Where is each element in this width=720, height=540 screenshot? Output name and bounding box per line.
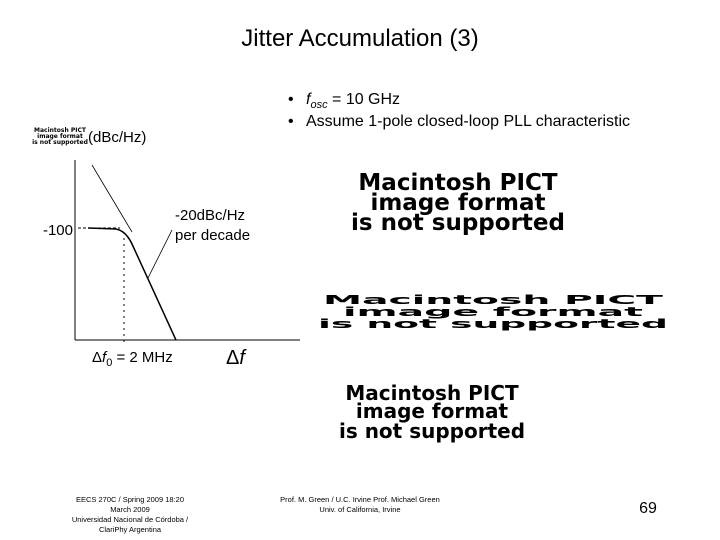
placeholder-text: is not supported [318, 317, 668, 332]
placeholder-text: Macintosh PICT [345, 381, 519, 405]
delta: Δ [226, 347, 239, 369]
delta: Δ [92, 349, 102, 366]
footer-text: March 2009 [110, 505, 150, 514]
placeholder-text: Macintosh PICT [358, 170, 557, 196]
slope-label: -20dBc/Hz [175, 207, 245, 224]
image-placeholder: Macintosh PICT image format is not suppo… [339, 381, 525, 443]
y-unit: (dBc/Hz) [88, 129, 146, 146]
footer-left: EECS 270C / Spring 2009 18:20 March 2009… [72, 495, 189, 534]
placeholder-text: image format [356, 399, 509, 423]
slide-title: Jitter Accumulation (3) [241, 25, 478, 52]
level-label: -100 [43, 222, 73, 239]
placeholder-text: Macintosh PICT [34, 127, 87, 134]
footer-text: Universidad Nacional de Córdoba / [72, 515, 189, 524]
subscript: osc [310, 99, 328, 111]
placeholder-text: image format [343, 305, 644, 320]
bullet: • [288, 91, 294, 108]
footer-center: Prof. M. Green / U.C. Irvine Prof. Micha… [280, 495, 440, 514]
asymptote [91, 164, 133, 233]
page-number: 69 [639, 500, 657, 517]
placeholder-text: image format [370, 190, 545, 216]
bullet: • [288, 113, 294, 130]
text: = 2 MHz [112, 349, 172, 366]
curve [87, 227, 177, 341]
bullet-text: fosc = 10 GHz [306, 91, 400, 111]
slope-label: per decade [175, 227, 250, 244]
placeholder-text: image format [37, 133, 83, 140]
placeholder-text: is not supported [339, 419, 525, 443]
footer-text: Prof. M. Green / U.C. Irvine Prof. Micha… [280, 495, 440, 504]
corner-label: Δf0 = 2 MHz [92, 349, 173, 369]
placeholder-text: Macintosh PICT [323, 293, 664, 308]
footer-text: ClariPhy Argentina [99, 525, 162, 534]
placeholder-text: is not supported [351, 210, 565, 236]
pointer [147, 229, 173, 279]
footer-text: Univ. of California, Irvine [319, 505, 400, 514]
x-label: Δf [226, 347, 247, 369]
image-placeholder: Macintosh PICT image format is not suppo… [318, 293, 668, 332]
variable: f [306, 91, 312, 108]
variable: f [102, 349, 108, 366]
footer-text: EECS 270C / Spring 2009 18:20 [76, 495, 184, 504]
text: = 10 GHz [328, 91, 400, 108]
image-placeholder: Macintosh PICT image format is not suppo… [351, 170, 565, 236]
image-placeholder: Macintosh PICT image format is not suppo… [32, 127, 88, 146]
variable: f [239, 347, 247, 369]
subscript: 0 [106, 357, 112, 369]
sketch [74, 160, 300, 345]
placeholder-text: is not supported [32, 139, 88, 146]
bullet-text: Assume 1-pole closed-loop PLL characteri… [306, 113, 630, 130]
